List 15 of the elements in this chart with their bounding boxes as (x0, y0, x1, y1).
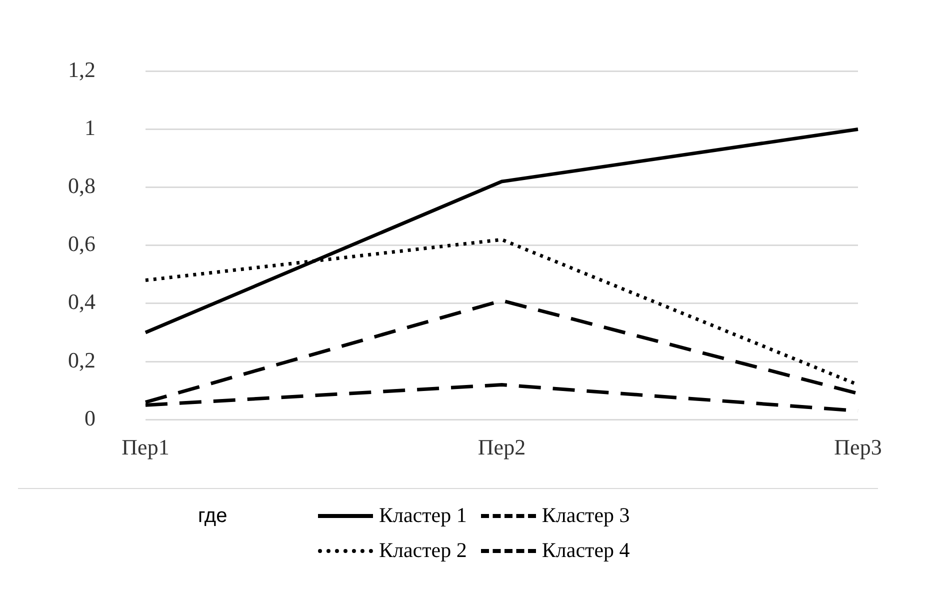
y-tick-label: 0,2 (68, 347, 96, 372)
y-tick-label: 1,2 (68, 56, 96, 82)
y-tick-label: 0,4 (68, 289, 96, 314)
x-tick-label: Пер2 (478, 434, 526, 460)
y-tick-label: 1 (84, 115, 96, 140)
legend-label: Кластер 1 (379, 503, 467, 528)
legend-label: Кластер 2 (379, 538, 467, 563)
x-tick-label: Пер1 (122, 434, 170, 460)
legend-title: где (198, 504, 228, 528)
y-tick-label: 0 (84, 405, 96, 430)
legend-label: Кластер 4 (542, 538, 630, 563)
legend-label: Кластер 3 (542, 503, 630, 528)
x-tick-label: Пер3 (834, 434, 882, 460)
y-tick-label: 0,8 (68, 173, 96, 198)
y-tick-label: 0,6 (68, 231, 96, 256)
